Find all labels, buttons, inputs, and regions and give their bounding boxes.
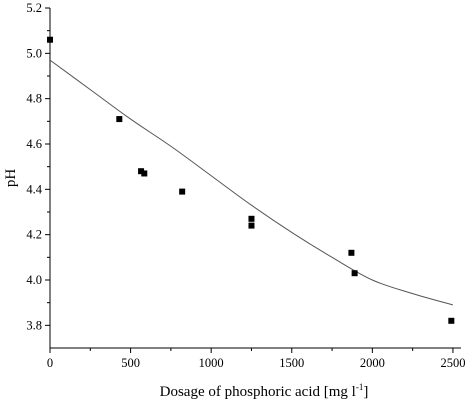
plot-area — [49, 8, 461, 349]
x-tick-label: 2500 — [440, 356, 465, 370]
y-tick-label: 5.0 — [26, 46, 42, 60]
y-ticks: 3.8 4.0 4.2 4.4 4.6 4.8 5.0 5.2 — [26, 1, 50, 332]
x-ticks: 0 500 1000 1500 2000 2500 — [47, 348, 465, 370]
data-point — [47, 36, 53, 43]
y-tick-label: 4.0 — [26, 273, 42, 287]
x-tick-label: 1500 — [279, 356, 304, 370]
y-tick-label: 4.2 — [26, 228, 42, 242]
data-point — [116, 116, 123, 123]
fit-curve — [49, 59, 454, 306]
data-point — [179, 188, 186, 195]
x-tick-label: 0 — [47, 356, 53, 370]
data-point — [351, 270, 358, 277]
data-point — [348, 249, 355, 256]
data-markers — [47, 36, 455, 324]
x-tick-label: 2000 — [360, 356, 385, 370]
x-tick-label: 500 — [121, 356, 140, 370]
data-point — [448, 317, 455, 324]
data-point — [138, 168, 145, 175]
y-tick-label: 3.8 — [26, 318, 42, 332]
y-tick-label: 4.6 — [26, 137, 42, 151]
data-point — [248, 222, 255, 229]
data-point — [248, 215, 255, 222]
y-tick-label: 4.8 — [26, 92, 42, 106]
data-point — [141, 170, 148, 177]
x-axis-title: Dosage of phosphoric acid [mg l-1] — [160, 382, 369, 400]
y-axis-title: pH — [3, 169, 19, 188]
y-tick-label: 4.4 — [26, 182, 42, 196]
x-tick-label: 1000 — [199, 356, 224, 370]
y-tick-label: 5.2 — [26, 1, 42, 15]
